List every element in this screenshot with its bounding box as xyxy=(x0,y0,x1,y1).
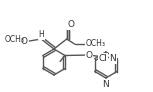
Text: OCH₃: OCH₃ xyxy=(85,39,105,48)
Text: OCH₃: OCH₃ xyxy=(5,36,24,45)
Text: N: N xyxy=(109,54,116,63)
Text: O: O xyxy=(21,37,28,46)
Text: O: O xyxy=(68,20,75,29)
Text: O: O xyxy=(86,51,93,60)
Text: H: H xyxy=(38,30,44,39)
Text: N: N xyxy=(103,80,109,89)
Text: Cl: Cl xyxy=(99,54,108,63)
